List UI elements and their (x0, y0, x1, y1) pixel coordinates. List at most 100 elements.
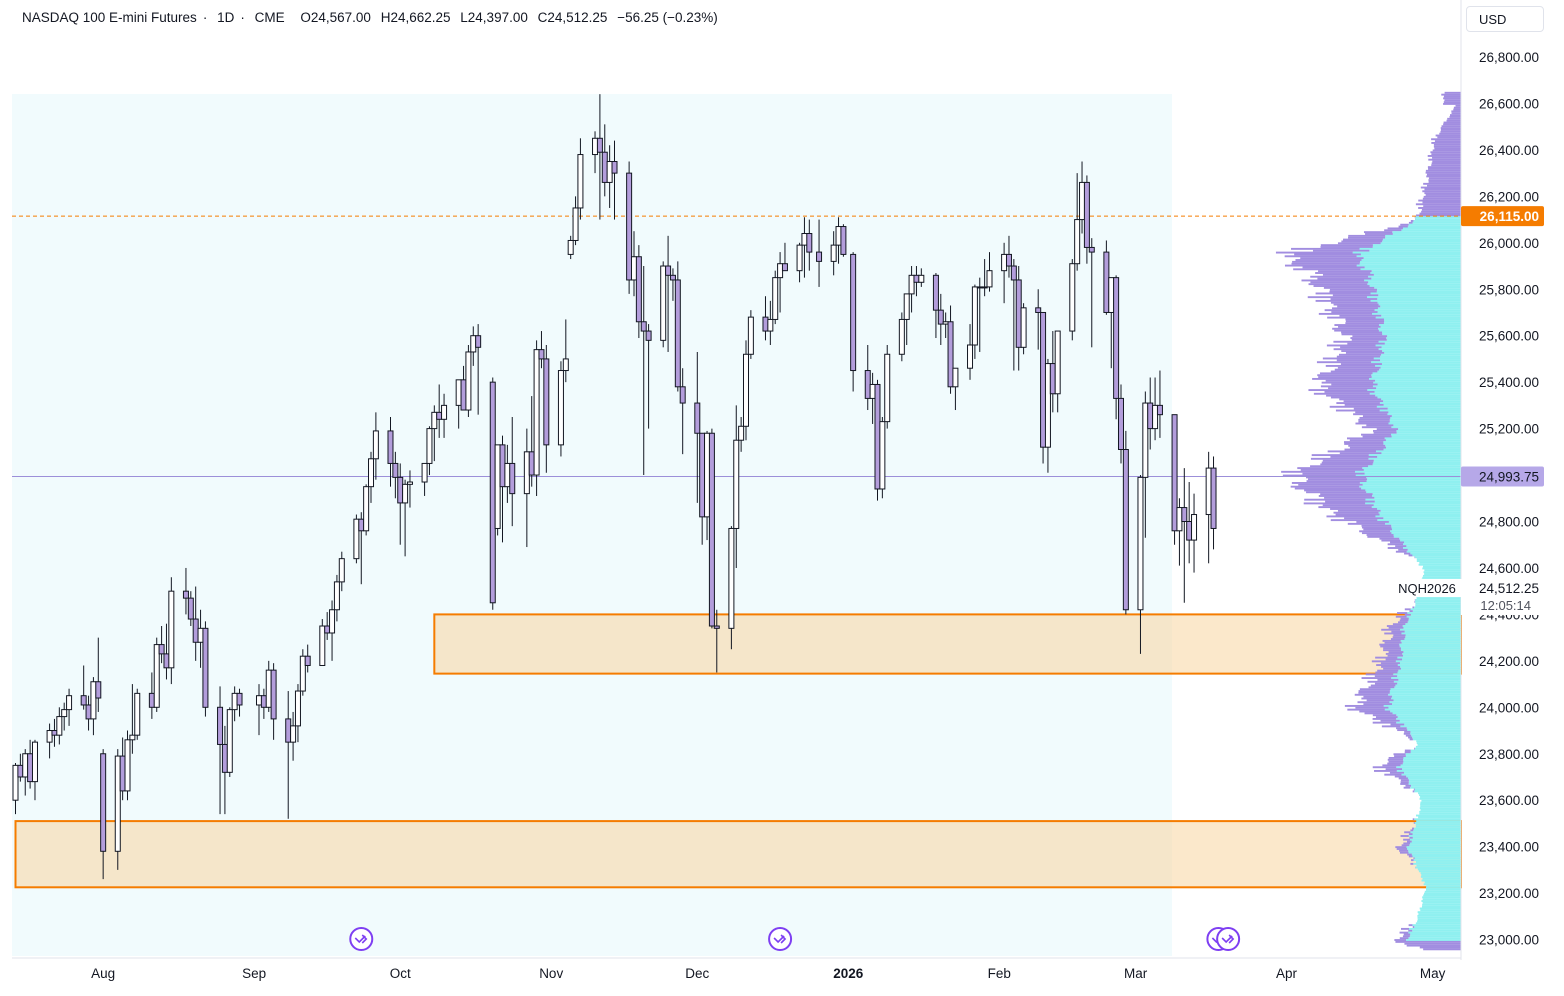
candle (509, 416, 516, 527)
symbol-name[interactable]: NASDAQ 100 E-mini Futures (22, 10, 197, 25)
candle (441, 393, 448, 438)
candle (1191, 493, 1198, 573)
price-tick-label: 26,200.00 (1479, 189, 1539, 204)
candle (557, 361, 564, 457)
candle (596, 94, 603, 220)
candle (747, 310, 754, 359)
time-tick-label: Nov (539, 966, 563, 981)
candle (392, 451, 399, 499)
candle (1103, 240, 1110, 315)
candle (796, 242, 803, 283)
support-zone-1[interactable] (433, 613, 1463, 675)
candle (1040, 311, 1047, 464)
candle (645, 324, 652, 429)
candle (363, 484, 370, 536)
candle (743, 340, 749, 441)
candle (270, 663, 277, 740)
candle (967, 324, 974, 380)
price-tick-label: 25,800.00 (1479, 282, 1539, 297)
last-price-tag: NQH2026 24,512.25 12:05:14 (1392, 579, 1544, 615)
candle (465, 344, 472, 417)
currency-button[interactable]: USD (1466, 6, 1544, 32)
candle (918, 268, 925, 287)
candle (850, 252, 857, 392)
support-zone-2[interactable] (14, 820, 1462, 889)
candle (61, 702, 68, 731)
candle (932, 272, 939, 339)
candle (95, 637, 102, 712)
candle (1117, 384, 1124, 464)
candle (1054, 330, 1061, 413)
candle (168, 577, 175, 685)
candle (1113, 275, 1120, 420)
candle (124, 730, 131, 801)
candle (1156, 370, 1163, 438)
candle (1083, 175, 1090, 264)
candle (543, 344, 550, 473)
candle (562, 319, 569, 383)
ohlc-open: O24,567.00 (300, 10, 371, 25)
event-markers-layer (349, 927, 1241, 951)
candle (294, 684, 301, 743)
price-tick-label: 24,600.00 (1479, 561, 1539, 576)
candle (572, 196, 579, 246)
candle (402, 479, 409, 557)
price-tick-label: 26,600.00 (1479, 96, 1539, 111)
candle (708, 428, 715, 629)
candle (153, 637, 160, 712)
symbol-header[interactable]: NASDAQ 100 E-mini Futures · 1D · CME O24,5… (22, 10, 724, 25)
date-range-background (12, 94, 1172, 956)
event-marker-icon[interactable] (768, 927, 793, 951)
candle (635, 245, 642, 339)
candle (1010, 259, 1017, 371)
candle (674, 261, 681, 392)
candle (694, 351, 701, 503)
candle (426, 426, 433, 476)
svg-text:24,512.25: 24,512.25 (1479, 581, 1539, 596)
event-marker-icon[interactable] (1216, 927, 1241, 951)
candle (640, 266, 647, 476)
candle (898, 312, 905, 362)
candle (226, 707, 233, 777)
separator: · (240, 10, 245, 25)
price-tick-label: 23,600.00 (1479, 793, 1539, 808)
price-tick-label: 26,000.00 (1479, 236, 1539, 251)
candle (290, 711, 297, 761)
candles-layer (12, 94, 1217, 880)
candle (874, 379, 881, 501)
volume-profile (1275, 91, 1461, 951)
time-tick-label: 2026 (833, 966, 864, 981)
time-tick-label: Dec (685, 966, 709, 981)
price-tick-label: 23,200.00 (1479, 886, 1539, 901)
candle (329, 600, 336, 661)
candle (333, 574, 340, 622)
time-tick-label: Oct (390, 966, 411, 981)
candle (728, 526, 735, 650)
candle (577, 138, 584, 220)
time-tick-label: Apr (1276, 966, 1298, 981)
price-tick-label: 23,000.00 (1479, 933, 1539, 948)
ohlc-low: L24,397.00 (460, 10, 528, 25)
interval[interactable]: 1D (217, 10, 235, 25)
candle (1035, 289, 1042, 350)
time-tick-label: May (1420, 966, 1446, 981)
candle (840, 224, 847, 257)
time-axis[interactable]: Aug Sep Oct Nov Dec 2026 Feb Mar Apr May (91, 966, 1446, 981)
time-tick-label: Aug (91, 966, 115, 981)
event-marker-icon[interactable] (349, 927, 374, 951)
candle (489, 377, 496, 610)
candle (1069, 259, 1076, 341)
ohlc-high: H24,662.25 (380, 10, 451, 25)
candle (947, 305, 954, 394)
candle (114, 749, 121, 870)
candle (56, 707, 63, 745)
candle (738, 416, 745, 452)
candle (952, 367, 959, 411)
candle (1142, 391, 1149, 538)
candle (1210, 456, 1217, 550)
svg-text:24,993.75: 24,993.75 (1479, 470, 1539, 485)
candle (713, 609, 720, 673)
price-tick-label: 25,400.00 (1479, 375, 1539, 390)
ohlc-close: C24,512.25 (537, 10, 608, 25)
